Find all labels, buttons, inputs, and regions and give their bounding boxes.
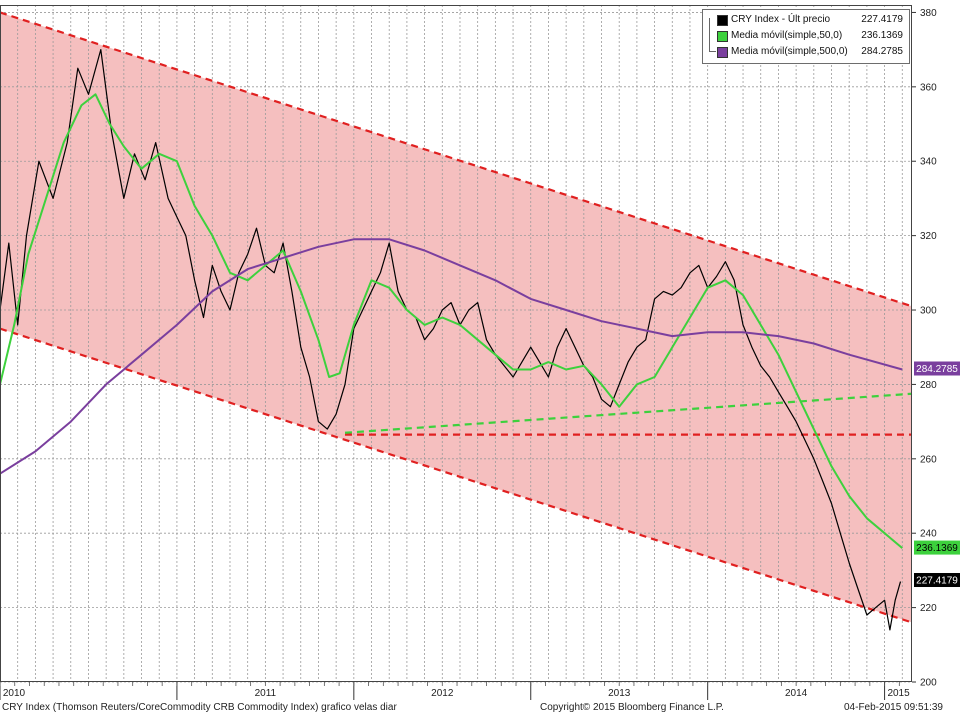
series-line-1 <box>0 93 903 549</box>
legend-item-label: Media móvil(simple,500,0) <box>731 46 848 57</box>
price-tag-bg <box>914 573 960 588</box>
x-tick-label: 2013 <box>608 688 631 699</box>
y-tick-label: 220 <box>920 603 937 614</box>
upper-trend-line <box>0 11 913 308</box>
legend-item-label: Media móvil(simple,50,0) <box>731 30 843 41</box>
legend-item-ma500: Media móvil(simple,500,0) 284.2785 <box>703 45 909 59</box>
series-line-2 <box>0 238 903 475</box>
legend-item-value: 236.1369 <box>861 30 903 41</box>
price-tag-label: 284.2785 <box>916 364 958 375</box>
y-tick-label: 320 <box>920 231 937 242</box>
lower-trend-line <box>0 327 913 624</box>
y-tick-label: 340 <box>920 157 937 168</box>
rising-support-line <box>344 392 913 434</box>
y-tick-label: 200 <box>920 678 937 689</box>
footer-timestamp: 04-Feb-2015 09:51:39 <box>844 702 943 713</box>
price-tag-label: 227.4179 <box>916 576 958 587</box>
y-tick-label: 260 <box>920 454 937 465</box>
y-tick-label: 300 <box>920 306 937 317</box>
x-tick-label: 2011 <box>255 688 277 699</box>
x-tick-label: 2014 <box>785 688 808 699</box>
legend-item-label: CRY Index - Últ precio <box>731 14 831 25</box>
price-tag-bg <box>914 540 960 555</box>
footer-source: CRY Index (Thomson Reuters/CoreCommodity… <box>2 702 397 713</box>
legend-item-price: CRY Index - Últ precio 227.4179 <box>703 13 909 27</box>
x-tick-label: 2012 <box>431 688 454 699</box>
price-tag-label: 236.1369 <box>916 543 958 554</box>
trend-channel-fill <box>0 12 912 623</box>
x-tick-label: 2015 <box>887 688 910 699</box>
chart-legend: CRY Index - Últ precio 227.4179 Media mó… <box>702 9 910 64</box>
y-tick-label: 240 <box>920 529 937 540</box>
legend-swatch-price <box>717 15 728 26</box>
price-tag-bg <box>914 361 960 376</box>
y-tick-label: 280 <box>920 380 937 391</box>
legend-item-value: 227.4179 <box>861 14 903 25</box>
legend-item-value: 284.2785 <box>861 46 903 57</box>
y-tick-label: 380 <box>920 8 937 19</box>
series-line-0 <box>0 48 902 631</box>
legend-swatch-ma500 <box>717 47 728 58</box>
plot-frame <box>0 5 912 682</box>
footer-copyright: Copyright© 2015 Bloomberg Finance L.P. <box>540 702 724 713</box>
y-tick-label: 360 <box>920 82 937 93</box>
legend-bracket <box>709 18 716 52</box>
legend-item-ma50: Media móvil(simple,50,0) 236.1369 <box>703 29 909 43</box>
x-tick-label: 2010 <box>3 688 26 699</box>
legend-swatch-ma50 <box>717 31 728 42</box>
